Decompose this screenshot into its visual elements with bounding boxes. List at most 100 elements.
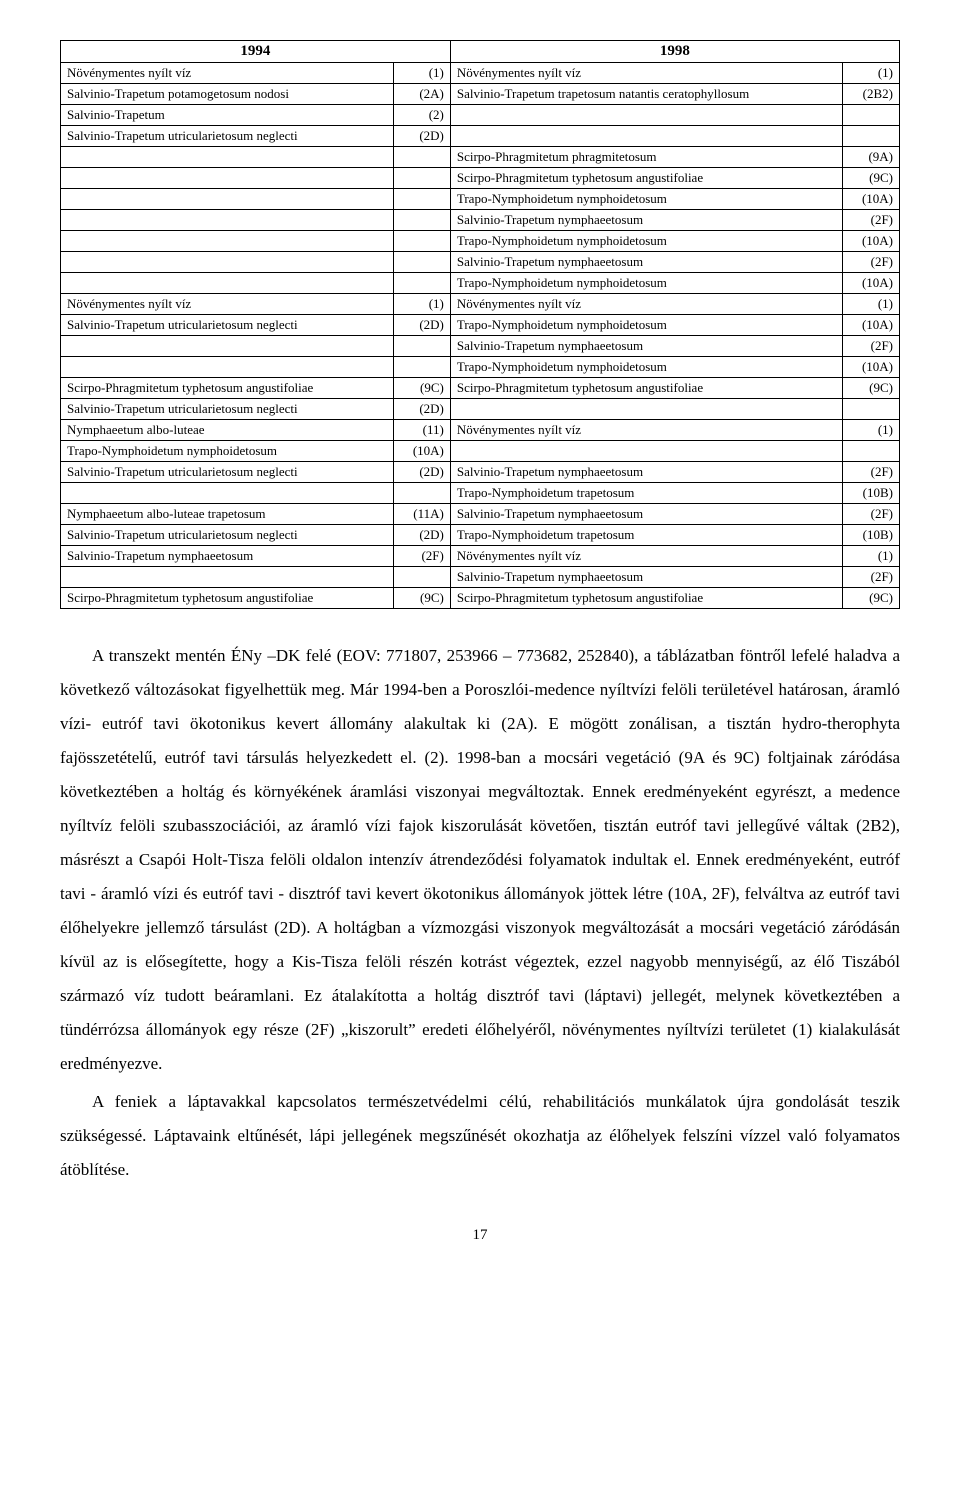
left-name-cell: Salvinio-Trapetum utricularietosum negle… <box>61 462 394 483</box>
table-row: Scirpo-Phragmitetum typhetosum angustifo… <box>61 378 900 399</box>
table-row: Scirpo-Phragmitetum phragmitetosum(9A) <box>61 147 900 168</box>
left-code-cell <box>394 252 451 273</box>
left-name-cell <box>61 273 394 294</box>
header-year-right: 1998 <box>450 41 899 63</box>
left-name-cell: Növénymentes nyílt víz <box>61 63 394 84</box>
right-code-cell: (2B2) <box>843 84 900 105</box>
left-code-cell: (9C) <box>394 588 451 609</box>
body-text: A transzekt mentén ÉNy –DK felé (EOV: 77… <box>60 639 900 1187</box>
table-row: Nymphaeetum albo-luteae(11)Növénymentes … <box>61 420 900 441</box>
right-name-cell: Növénymentes nyílt víz <box>450 420 843 441</box>
right-code-cell: (10B) <box>843 483 900 504</box>
left-code-cell: (11) <box>394 420 451 441</box>
table-row: Nymphaeetum albo-luteae trapetosum(11A)S… <box>61 504 900 525</box>
right-code-cell: (10A) <box>843 273 900 294</box>
table-row: Salvinio-Trapetum utricularietosum negle… <box>61 462 900 483</box>
left-name-cell: Scirpo-Phragmitetum typhetosum angustifo… <box>61 588 394 609</box>
left-code-cell: (2D) <box>394 399 451 420</box>
right-name-cell: Salvinio-Trapetum nymphaeetosum <box>450 252 843 273</box>
table-row: Salvinio-Trapetum nymphaeetosum(2F) <box>61 336 900 357</box>
left-name-cell: Nymphaeetum albo-luteae trapetosum <box>61 504 394 525</box>
left-name-cell: Salvinio-Trapetum potamogetosum nodosi <box>61 84 394 105</box>
left-name-cell: Scirpo-Phragmitetum typhetosum angustifo… <box>61 378 394 399</box>
right-name-cell <box>450 105 843 126</box>
right-name-cell: Trapo-Nymphoidetum trapetosum <box>450 525 843 546</box>
left-code-cell <box>394 336 451 357</box>
left-name-cell: Növénymentes nyílt víz <box>61 294 394 315</box>
right-code-cell: (9C) <box>843 378 900 399</box>
right-name-cell: Trapo-Nymphoidetum trapetosum <box>450 483 843 504</box>
left-code-cell <box>394 147 451 168</box>
right-name-cell: Salvinio-Trapetum nymphaeetosum <box>450 210 843 231</box>
left-code-cell: (11A) <box>394 504 451 525</box>
page-number: 17 <box>60 1227 900 1244</box>
left-name-cell: Salvinio-Trapetum <box>61 105 394 126</box>
right-code-cell: (9C) <box>843 168 900 189</box>
left-code-cell <box>394 357 451 378</box>
left-code-cell: (2) <box>394 105 451 126</box>
left-name-cell <box>61 336 394 357</box>
left-code-cell: (1) <box>394 294 451 315</box>
right-name-cell: Trapo-Nymphoidetum nymphoidetosum <box>450 189 843 210</box>
right-name-cell: Scirpo-Phragmitetum typhetosum angustifo… <box>450 588 843 609</box>
right-name-cell: Salvinio-Trapetum nymphaeetosum <box>450 567 843 588</box>
right-name-cell: Trapo-Nymphoidetum nymphoidetosum <box>450 315 843 336</box>
left-name-cell <box>61 231 394 252</box>
table-row: Salvinio-Trapetum potamogetosum nodosi(2… <box>61 84 900 105</box>
right-name-cell: Növénymentes nyílt víz <box>450 63 843 84</box>
left-code-cell: (2D) <box>394 126 451 147</box>
table-row: Trapo-Nymphoidetum nymphoidetosum(10A) <box>61 231 900 252</box>
left-code-cell <box>394 189 451 210</box>
left-code-cell: (9C) <box>394 378 451 399</box>
right-name-cell <box>450 126 843 147</box>
right-code-cell: (2F) <box>843 210 900 231</box>
left-code-cell: (2A) <box>394 84 451 105</box>
left-name-cell <box>61 168 394 189</box>
table-row: Növénymentes nyílt víz(1)Növénymentes ny… <box>61 63 900 84</box>
left-code-cell <box>394 231 451 252</box>
right-code-cell: (9C) <box>843 588 900 609</box>
right-name-cell: Trapo-Nymphoidetum nymphoidetosum <box>450 357 843 378</box>
header-year-left: 1994 <box>61 41 451 63</box>
left-code-cell: (2D) <box>394 525 451 546</box>
table-row: Trapo-Nymphoidetum nymphoidetosum(10A) <box>61 189 900 210</box>
right-code-cell: (2F) <box>843 462 900 483</box>
right-code-cell <box>843 105 900 126</box>
table-row: Trapo-Nymphoidetum nymphoidetosum(10A) <box>61 273 900 294</box>
table-row: Salvinio-Trapetum utricularietosum negle… <box>61 399 900 420</box>
table-row: Salvinio-Trapetum nymphaeetosum(2F) <box>61 210 900 231</box>
right-name-cell: Scirpo-Phragmitetum typhetosum angustifo… <box>450 378 843 399</box>
right-name-cell: Scirpo-Phragmitetum typhetosum angustifo… <box>450 168 843 189</box>
left-code-cell: (2D) <box>394 462 451 483</box>
right-code-cell: (1) <box>843 294 900 315</box>
right-name-cell: Növénymentes nyílt víz <box>450 546 843 567</box>
left-name-cell: Salvinio-Trapetum utricularietosum negle… <box>61 399 394 420</box>
left-name-cell: Salvinio-Trapetum utricularietosum negle… <box>61 126 394 147</box>
right-code-cell: (2F) <box>843 504 900 525</box>
left-name-cell: Nymphaeetum albo-luteae <box>61 420 394 441</box>
left-name-cell: Trapo-Nymphoidetum nymphoidetosum <box>61 441 394 462</box>
right-code-cell: (2F) <box>843 252 900 273</box>
left-code-cell <box>394 168 451 189</box>
table-row: Növénymentes nyílt víz(1)Növénymentes ny… <box>61 294 900 315</box>
right-name-cell <box>450 399 843 420</box>
right-code-cell: (9A) <box>843 147 900 168</box>
right-name-cell: Trapo-Nymphoidetum nymphoidetosum <box>450 231 843 252</box>
right-code-cell: (2F) <box>843 567 900 588</box>
left-name-cell: Salvinio-Trapetum nymphaeetosum <box>61 546 394 567</box>
left-name-cell <box>61 147 394 168</box>
right-code-cell <box>843 441 900 462</box>
table-row: Salvinio-Trapetum nymphaeetosum(2F) <box>61 252 900 273</box>
left-name-cell <box>61 567 394 588</box>
right-name-cell: Növénymentes nyílt víz <box>450 294 843 315</box>
table-row: Trapo-Nymphoidetum nymphoidetosum(10A) <box>61 357 900 378</box>
left-code-cell <box>394 210 451 231</box>
left-code-cell: (10A) <box>394 441 451 462</box>
left-name-cell <box>61 483 394 504</box>
right-name-cell: Salvinio-Trapetum nymphaeetosum <box>450 462 843 483</box>
right-code-cell <box>843 399 900 420</box>
right-name-cell: Salvinio-Trapetum nymphaeetosum <box>450 336 843 357</box>
left-name-cell <box>61 357 394 378</box>
right-code-cell: (10B) <box>843 525 900 546</box>
paragraph-1: A transzekt mentén ÉNy –DK felé (EOV: 77… <box>60 639 900 1081</box>
